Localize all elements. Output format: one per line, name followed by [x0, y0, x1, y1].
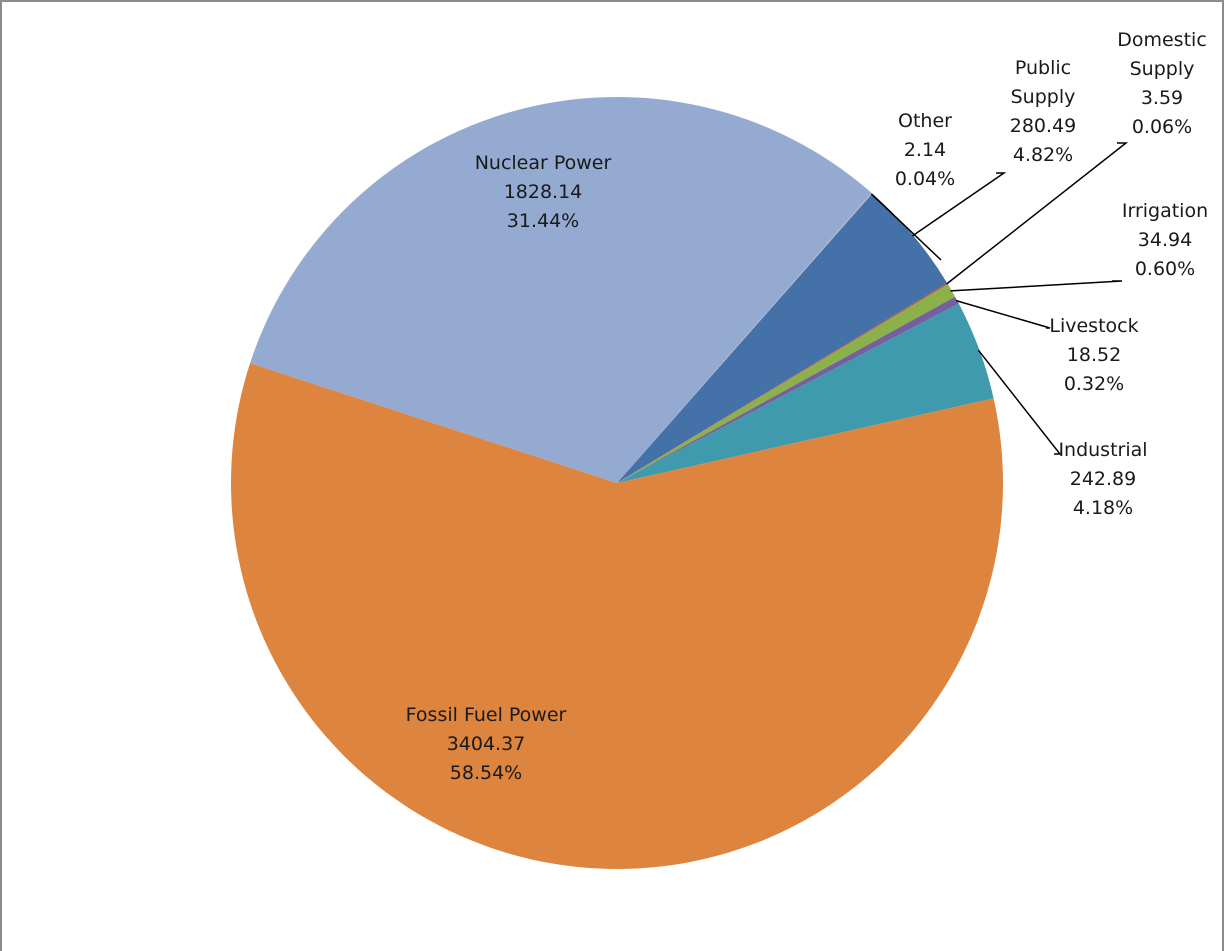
- data-label-fossil-fuel-power: Fossil Fuel Power 3404.37 58.54%: [406, 704, 567, 784]
- slice-name: Supply: [1011, 86, 1076, 108]
- slice-percent: 0.04%: [895, 168, 955, 190]
- slice-value: 280.49: [1010, 115, 1076, 137]
- slice-name: Livestock: [1049, 315, 1138, 337]
- pie-slice-public-supply: [617, 193, 948, 483]
- slice-name: Other: [898, 110, 952, 132]
- slice-percent: 58.54%: [450, 762, 522, 784]
- slice-value: 18.52: [1067, 344, 1121, 366]
- slice-value: 2.14: [904, 139, 946, 161]
- data-label-domestic-supply: Domestic Supply 3.59 0.06%: [1117, 29, 1207, 138]
- pie-slices: [231, 96, 1004, 869]
- data-label-other: Other 2.14 0.04%: [895, 110, 955, 190]
- slice-value: 242.89: [1070, 468, 1136, 490]
- slice-name: Nuclear Power: [475, 152, 612, 174]
- leader-line-other: [870, 193, 942, 261]
- slice-name: Irrigation: [1122, 200, 1208, 222]
- data-label-nuclear-power: Nuclear Power 1828.14 31.44%: [475, 152, 612, 232]
- slice-percent: 0.60%: [1135, 258, 1195, 280]
- slice-percent: 0.06%: [1132, 116, 1192, 138]
- pie-slice-domestic-supply: [617, 282, 948, 483]
- leader-line-livestock: [955, 299, 1051, 329]
- leader-line-irrigation: [950, 280, 1123, 292]
- data-label-irrigation: Irrigation 34.94 0.60%: [1122, 200, 1208, 280]
- leader-line-domestic-supply: [946, 142, 1129, 285]
- slice-value: 3.59: [1141, 87, 1183, 109]
- data-label-livestock: Livestock 18.52 0.32%: [1049, 315, 1138, 395]
- slice-name: Supply: [1130, 58, 1195, 80]
- slice-value: 3404.37: [447, 733, 526, 755]
- pie-slice-other: [617, 192, 873, 483]
- data-label-public-supply: Public Supply 280.49 4.82%: [1010, 57, 1076, 166]
- data-labels: Public Supply 280.49 4.82% Domestic Supply 3.5…: [406, 29, 1208, 784]
- slice-name: Fossil Fuel Power: [406, 704, 567, 726]
- leader-line-public-supply: [911, 172, 1007, 237]
- slice-percent: 4.82%: [1013, 144, 1073, 166]
- slice-name: Public: [1015, 57, 1071, 79]
- slice-value: 1828.14: [504, 181, 583, 203]
- slice-percent: 4.18%: [1073, 497, 1133, 519]
- slice-name: Industrial: [1058, 439, 1147, 461]
- pie-slice-fossil-fuel-power: [231, 363, 1004, 869]
- slice-value: 34.94: [1138, 229, 1192, 251]
- slice-name: Domestic: [1117, 29, 1207, 51]
- slice-percent: 31.44%: [507, 210, 579, 232]
- pie-slice-nuclear-power: [250, 96, 872, 483]
- pie-slice-industrial: [617, 303, 994, 483]
- pie-slice-irrigation: [617, 284, 956, 483]
- leader-lines: [870, 142, 1129, 455]
- pie-slice-livestock: [617, 296, 959, 483]
- leader-line-industrial: [977, 349, 1062, 455]
- slice-percent: 0.32%: [1064, 373, 1124, 395]
- data-label-industrial: Industrial 242.89 4.18%: [1058, 439, 1147, 519]
